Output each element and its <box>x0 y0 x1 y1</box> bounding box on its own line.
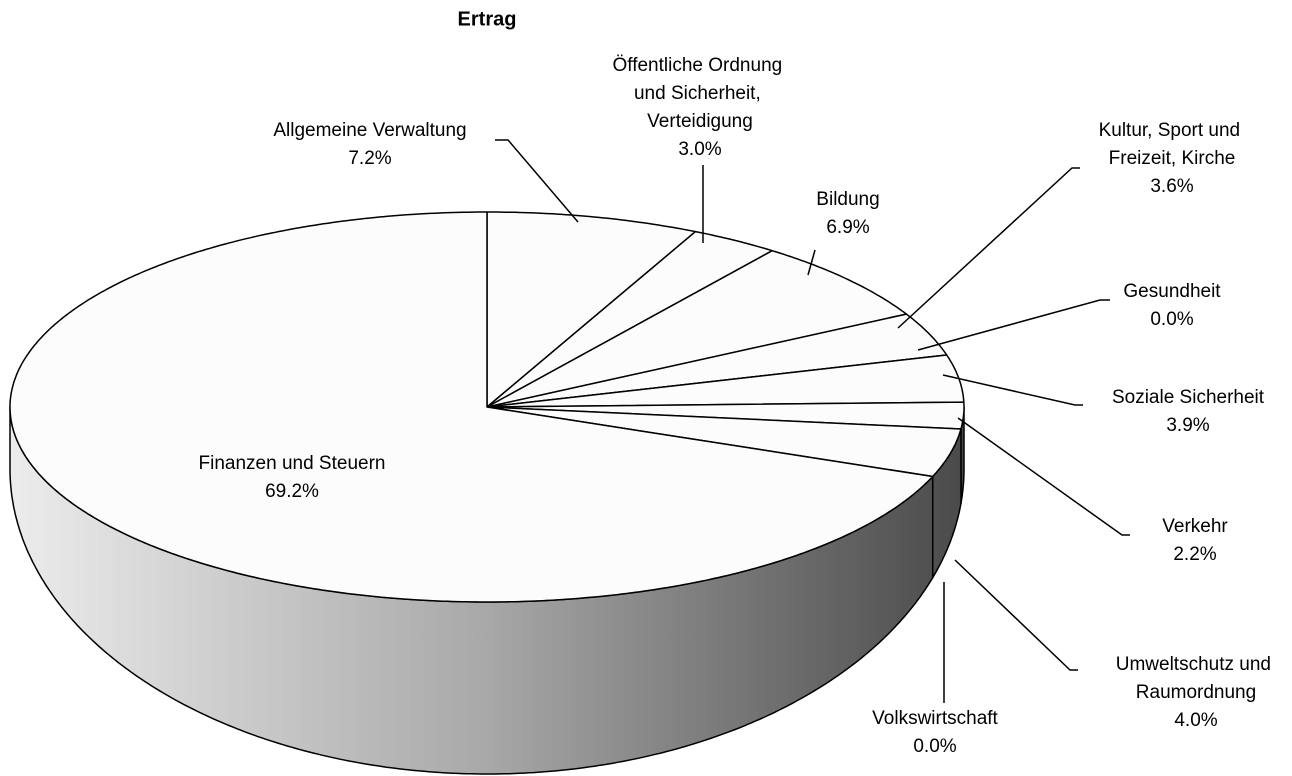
slice <box>9 211 934 603</box>
value-label: 3.0% <box>678 139 721 160</box>
slice-label: Allgemeine Verwaltung <box>273 120 466 141</box>
label-line: Raumordnung <box>1136 682 1256 703</box>
value-label: 6.9% <box>826 217 869 238</box>
slice <box>486 249 908 408</box>
label-line: Öffentliche Ordnung <box>613 55 788 76</box>
label-line: Kultur, Sport und <box>1099 120 1246 141</box>
slice <box>486 211 697 408</box>
label-line: Bildung <box>816 189 879 210</box>
label-line: Volkswirtschaft <box>872 708 998 729</box>
value-label: 2.2% <box>1173 544 1216 565</box>
value-label: 69.2% <box>265 481 319 502</box>
label-line: Verkehr <box>1162 516 1228 537</box>
value-label: 3.6% <box>1150 176 1193 197</box>
slice-label: Soziale Sicherheit <box>1112 387 1265 408</box>
leader-line <box>495 139 579 223</box>
slice <box>486 401 965 430</box>
chart-title: Ertrag <box>458 8 517 30</box>
label-line: Soziale Sicherheit <box>1112 387 1265 408</box>
label-line: und Sicherheit, <box>634 83 766 104</box>
leader-line <box>957 417 1130 536</box>
value-label: 0.0% <box>913 736 956 757</box>
label-line: Finanzen und Steuern <box>199 453 386 474</box>
leader-line <box>917 299 1110 351</box>
value-label: 4.0% <box>1174 710 1217 731</box>
slice-label: Gesundheit <box>1123 281 1221 302</box>
value-label: 0.0% <box>1150 309 1193 330</box>
label-line: Gesundheit <box>1123 281 1221 302</box>
leader-line <box>897 167 1080 329</box>
label-line: Allgemeine Verwaltung <box>273 120 466 141</box>
slice <box>486 230 773 408</box>
slice <box>486 406 962 478</box>
slice-label: Volkswirtschaft <box>872 708 998 729</box>
leader-line <box>807 249 816 276</box>
leader-line <box>942 374 1083 406</box>
slice-label: Bildung <box>816 189 879 210</box>
slice-label: Öffentliche Ordnung und Sicherheit, Vert… <box>613 55 788 132</box>
slice-label: Umweltschutz und Raumordnung <box>1116 654 1277 703</box>
label-line: Freizeit, Kirche <box>1109 148 1236 169</box>
slice-label: Kultur, Sport und Freizeit, Kirche <box>1099 120 1246 169</box>
value-label: 3.9% <box>1166 415 1209 436</box>
label-line: Verteidigung <box>647 111 753 132</box>
leader-line <box>954 559 1078 671</box>
value-label: 7.2% <box>348 148 391 169</box>
label-line: Umweltschutz und <box>1116 654 1277 675</box>
slice <box>486 313 948 408</box>
slice-label: Verkehr <box>1162 516 1228 537</box>
slice-label: Finanzen und Steuern <box>199 453 386 474</box>
